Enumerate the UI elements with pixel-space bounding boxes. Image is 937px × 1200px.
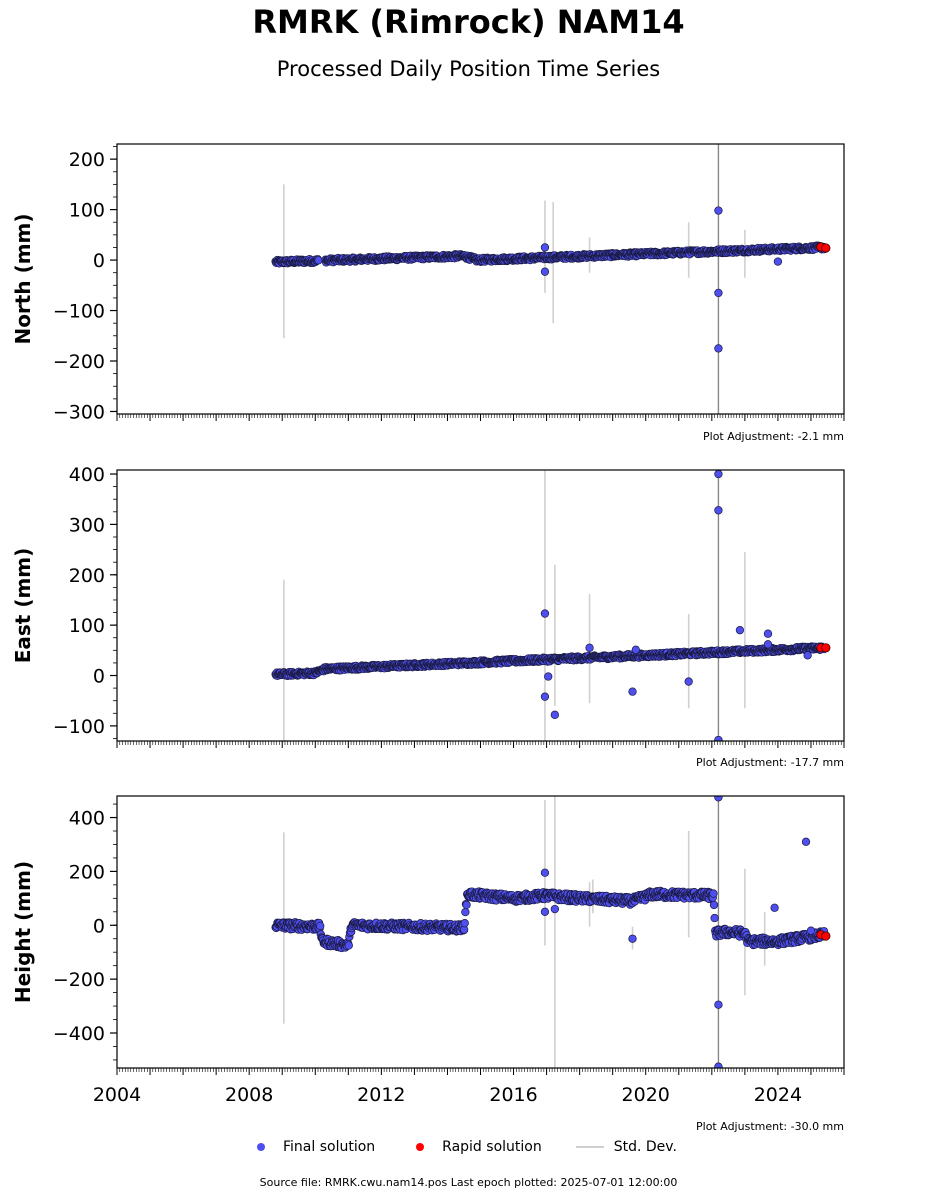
- y-axis-label: Height (mm): [11, 861, 35, 1003]
- source-footer: Source file: RMRK.cwu.nam14.pos Last epo…: [259, 1176, 678, 1189]
- final-solution-outlier: [806, 926, 816, 935]
- final-solution-point: [461, 907, 470, 917]
- y-tick-label: 100: [69, 200, 105, 222]
- final-solution-outlier: [714, 206, 723, 215]
- y-tick-label: −100: [53, 716, 105, 738]
- y-tick-label: −200: [53, 351, 105, 373]
- legend-item-final: Final solution: [250, 1139, 375, 1155]
- final-solution-outlier: [540, 243, 550, 252]
- x-tick-label: 2012: [357, 1084, 405, 1106]
- final-solution-outlier: [550, 904, 560, 914]
- y-tick-label: 200: [69, 861, 105, 883]
- legend-label-rapid: Rapid solution: [442, 1139, 542, 1155]
- legend: Final solution Rapid solution Std. Dev.: [250, 1136, 711, 1158]
- y-tick-label: −300: [53, 401, 105, 423]
- y-tick-label: 100: [69, 615, 105, 637]
- final-solution-point: [460, 919, 469, 928]
- y-tick-label: 0: [93, 250, 105, 272]
- final-solution-outlier: [714, 506, 723, 515]
- final-solution-outlier: [770, 903, 779, 912]
- plot-area: [271, 470, 831, 741]
- final-solution-point: [314, 256, 323, 265]
- x-tick-label: 2008: [225, 1084, 273, 1106]
- final-solution-point: [710, 913, 719, 923]
- legend-item-std: Std. Dev.: [575, 1139, 677, 1155]
- rapid-solution-marker-icon: [416, 1143, 425, 1151]
- final-solution-outlier: [763, 640, 773, 649]
- x-tick-label: 2024: [754, 1084, 802, 1106]
- plot-area: [271, 144, 831, 414]
- plot-adjustment-label: Plot Adjustment: -17.7 mm: [696, 756, 844, 769]
- x-tick-label: 2016: [489, 1084, 537, 1106]
- y-tick-label: −100: [53, 301, 105, 323]
- final-solution-points: [271, 470, 829, 741]
- y-tick-label: 0: [93, 915, 105, 937]
- final-solution-outlier: [585, 643, 594, 652]
- final-solution-points: [271, 206, 829, 353]
- final-solution-outlier: [544, 672, 553, 681]
- final-solution-outlier: [540, 907, 550, 916]
- plot-frame: [116, 143, 845, 415]
- final-solution-outlier: [540, 609, 550, 618]
- y-tick-label: 300: [69, 514, 105, 536]
- legend-label-final: Final solution: [283, 1139, 376, 1155]
- plot-adjustment-label: Plot Adjustment: -30.0 mm: [696, 1120, 844, 1133]
- final-solution-outlier: [735, 626, 745, 635]
- final-solution-outlier: [714, 796, 723, 802]
- y-tick-label: 200: [69, 149, 105, 171]
- plot-adjustment-label: Plot Adjustment: -2.1 mm: [703, 430, 844, 443]
- y-tick-label: 200: [69, 565, 105, 587]
- final-solution-outlier: [714, 1062, 723, 1068]
- final-solution-outlier: [628, 687, 637, 696]
- panel-0: 200 100 0 −100 −200 −300 North (mm) Plot Adjust…: [11, 143, 845, 443]
- panel-1: 400 300 200 100 0 −100 East (mm) Plot Adjustmen…: [11, 464, 845, 769]
- std-dev-line-icon: [575, 1146, 604, 1148]
- panel-2: 400 200 0 −200 −400 2004 2008 2012 2016 2020 2024 H…: [11, 795, 845, 1133]
- final-solution-outlier: [540, 267, 550, 276]
- final-solution-outlier: [803, 651, 812, 660]
- final-solution-outlier: [540, 692, 550, 701]
- rapid-solution-point: [821, 643, 831, 653]
- y-axis-label: North (mm): [11, 213, 35, 344]
- final-solution-marker-icon: [257, 1143, 265, 1151]
- final-solution-outlier: [540, 868, 550, 877]
- chart-title: RMRK (Rimrock) NAM14: [252, 3, 685, 41]
- final-solution-outlier: [773, 257, 783, 266]
- legend-label-std: Std. Dev.: [613, 1139, 677, 1155]
- x-tick-label: 2020: [622, 1084, 670, 1106]
- final-solution-point: [316, 921, 325, 931]
- final-solution-outlier: [714, 470, 723, 479]
- final-solution-point: [462, 900, 471, 910]
- final-solution-outlier: [550, 710, 560, 719]
- y-axis-label: East (mm): [11, 548, 35, 664]
- final-solution-point: [709, 900, 719, 910]
- plot-frame: [116, 469, 845, 742]
- final-solution-points: [271, 796, 829, 1068]
- final-solution-outlier: [714, 288, 723, 298]
- final-solution-outlier: [763, 629, 773, 638]
- rapid-solution-point: [821, 931, 831, 941]
- x-tick-label: 2004: [93, 1084, 141, 1106]
- final-solution-outlier: [714, 1000, 723, 1009]
- final-solution-outlier: [801, 837, 811, 846]
- y-tick-label: 0: [93, 666, 105, 688]
- y-tick-label: 400: [69, 808, 105, 830]
- final-solution-outlier: [684, 677, 693, 686]
- final-solution-point: [709, 889, 718, 898]
- final-solution-outlier: [631, 645, 640, 654]
- y-tick-label: −400: [53, 1023, 105, 1045]
- legend-item-rapid: Rapid solution: [409, 1139, 542, 1155]
- final-solution-point: [344, 941, 353, 950]
- final-solution-outlier: [714, 344, 723, 353]
- final-solution-outlier: [714, 735, 723, 741]
- chart-subtitle: Processed Daily Position Time Series: [276, 57, 661, 81]
- rapid-solution-point: [821, 243, 831, 253]
- y-tick-label: −200: [53, 969, 105, 991]
- plot-area: [271, 796, 831, 1068]
- final-solution-outlier: [628, 934, 637, 943]
- y-tick-label: 400: [69, 464, 105, 486]
